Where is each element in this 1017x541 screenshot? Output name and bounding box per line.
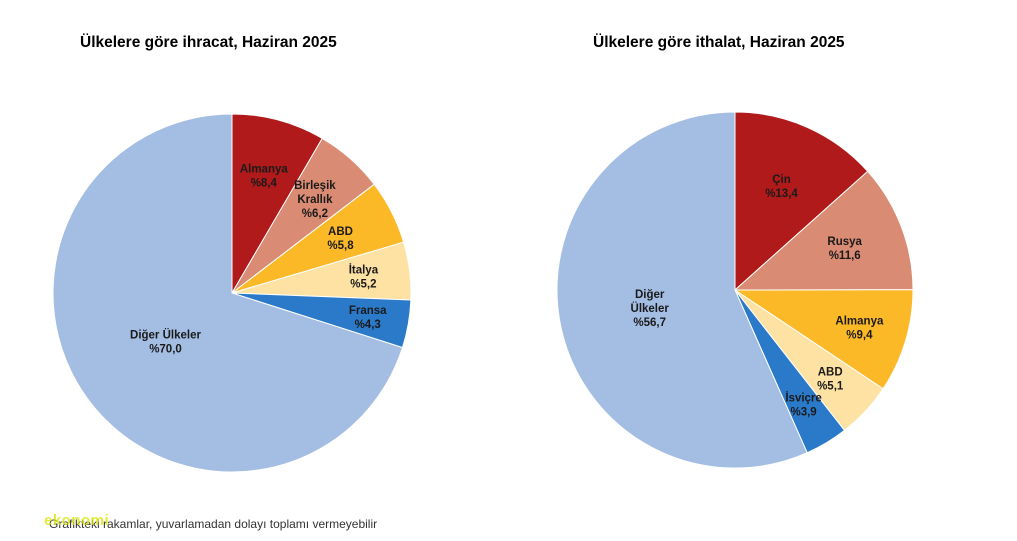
import-label-almanya: Almanya %9,4 bbox=[835, 316, 884, 342]
import-slice-rusya bbox=[733, 170, 914, 291]
export-slice-almanya bbox=[231, 113, 323, 295]
export-label-fransa: Fransa %4,3 bbox=[349, 305, 387, 331]
watermark-logo: ekonomi bbox=[44, 512, 110, 529]
export-label-italya: İtalya %5,2 bbox=[349, 264, 379, 291]
import-label-isvicre: İsviçre %3,9 bbox=[785, 392, 821, 419]
slice-value-label: %5,1 bbox=[817, 380, 844, 392]
slice-name-label: Almanya bbox=[835, 316, 884, 328]
import-slice-almanya bbox=[733, 289, 914, 390]
import-label-abd: ABD %5,1 bbox=[817, 366, 844, 392]
slice-value-label: %3,9 bbox=[790, 407, 816, 419]
export-label-birlesik-krallik: Birleşik Krallık %6,2 bbox=[294, 180, 336, 220]
slice-name-label: Rusya bbox=[827, 236, 862, 248]
export-label-almanya: Almanya %8,4 bbox=[240, 164, 289, 190]
slice-name-label: Diğer bbox=[635, 289, 665, 301]
slice-name-label: Ülkeler bbox=[631, 302, 670, 315]
slice-name-label: İtalya bbox=[349, 264, 379, 277]
slice-value-label: %6,2 bbox=[302, 208, 328, 220]
slice-name-label: Birleşik bbox=[294, 180, 336, 192]
slice-name-label: Almanya bbox=[240, 164, 289, 176]
slice-value-label: %5,8 bbox=[327, 240, 354, 252]
slice-value-label: %56,7 bbox=[633, 317, 666, 329]
slice-value-label: %11,6 bbox=[829, 250, 861, 262]
import-label-cin: Çin %13,4 bbox=[765, 174, 798, 200]
footnote: Grafikteki rakamlar, yuvarlamadan dolayı… bbox=[49, 517, 378, 531]
slice-name-label: Diğer Ülkeler bbox=[130, 329, 201, 342]
slice-name-label: Krallık bbox=[297, 194, 333, 206]
import-slice-cin bbox=[734, 111, 869, 292]
slice-name-label: ABD bbox=[328, 226, 353, 238]
import-label-diger-ulkeler: Diğer Ülkeler %56,7 bbox=[631, 289, 670, 329]
slice-value-label: %70,0 bbox=[149, 344, 182, 356]
slice-value-label: %13,4 bbox=[765, 188, 798, 200]
slice-value-label: %4,3 bbox=[355, 319, 381, 331]
export-label-abd: ABD %5,8 bbox=[327, 226, 354, 252]
export-label-diger-ulkeler: Diğer Ülkeler %70,0 bbox=[130, 329, 201, 356]
slice-name-label: Çin bbox=[772, 174, 791, 186]
slice-name-label: İsviçre bbox=[785, 392, 821, 405]
slice-value-label: %5,2 bbox=[350, 279, 376, 291]
import-label-rusya: Rusya %11,6 bbox=[827, 236, 862, 262]
import-slice-diger-ulkeler bbox=[556, 111, 808, 469]
export-chart-title: Ülkelere göre ihracat, Haziran 2025 bbox=[80, 34, 337, 51]
slice-name-label: ABD bbox=[818, 366, 843, 378]
slice-name-label: Fransa bbox=[349, 305, 387, 317]
slice-value-label: %9,4 bbox=[846, 330, 873, 342]
import-chart-title: Ülkelere göre ithalat, Haziran 2025 bbox=[593, 34, 845, 51]
export-slice-diger-ulkeler bbox=[52, 113, 404, 473]
slice-value-label: %8,4 bbox=[251, 178, 278, 190]
